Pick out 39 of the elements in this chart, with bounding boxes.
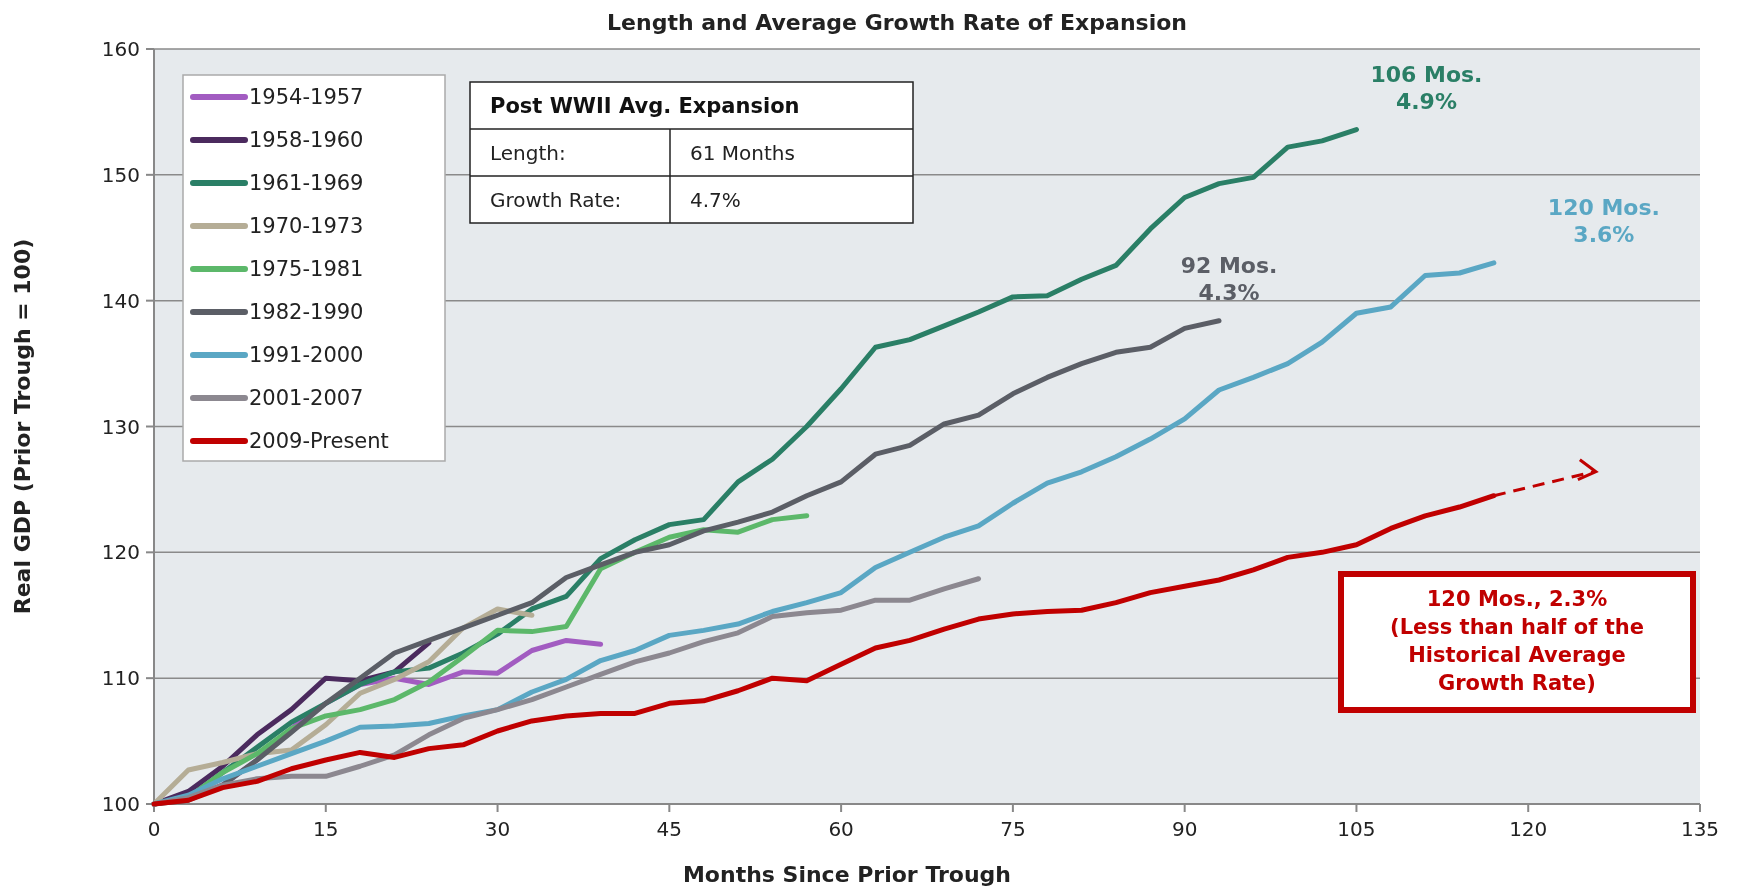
legend-label: 1982-1990: [249, 300, 364, 325]
annotation: 106 Mos. 4.9%: [1370, 61, 1483, 114]
annotation: Growth Rate:: [490, 188, 622, 212]
x-tick-label: 15: [313, 817, 339, 841]
legend-label: 1958-1960: [249, 128, 364, 153]
x-tick-label: 45: [656, 817, 683, 841]
note-box: 120 Mos., 2.3% (Less than half of the Historical Average Growth Rate): [1338, 571, 1696, 713]
annotation: 61 Months: [690, 141, 795, 165]
x-axis-title: Months Since Prior Trough: [682, 862, 1012, 887]
x-tick-label: 120: [1509, 817, 1548, 841]
x-tick-label: 135: [1680, 817, 1720, 841]
x-tick-label: 30: [484, 817, 511, 841]
x-tick-label: 75: [1000, 817, 1026, 841]
legend-label: 1975-1981: [249, 257, 364, 282]
annotation: 92 Mos. 4.3%: [1180, 252, 1278, 305]
y-tick-label: 110: [101, 666, 140, 691]
annotation: Length:: [490, 141, 566, 165]
annotation: Post WWII Avg. Expansion: [490, 94, 800, 118]
y-tick-label: 160: [101, 37, 140, 61]
y-tick-label: 150: [101, 162, 140, 187]
legend-label: 1991-2000: [249, 343, 364, 368]
x-tick-label: 90: [1171, 817, 1198, 841]
legend-label: 1954-1957: [249, 85, 364, 110]
y-tick-label: 130: [101, 414, 140, 439]
annotation: 120 Mos., 2.3% (Less than half of the Historical Average Growth Rate): [1390, 587, 1644, 695]
x-tick-label: 60: [828, 817, 854, 841]
y-axis-title: Real GDP (Prior Trough = 100): [10, 238, 35, 615]
y-tick-label: 140: [101, 288, 140, 313]
x-tick-label: 0: [147, 817, 161, 841]
legend-label: 1961-1969: [249, 171, 364, 196]
x-tick-label: 105: [1337, 817, 1376, 841]
annotation: 4.7%: [690, 188, 741, 212]
y-tick-label: 100: [101, 792, 140, 816]
legend-label: 2001-2007: [249, 386, 364, 411]
annotation: 120 Mos. 3.6%: [1547, 194, 1660, 247]
legend-label: 1970-1973: [249, 214, 364, 239]
legend-label: 2009-Present: [249, 429, 389, 454]
chart-title: Length and Average Growth Rate of Expansion: [607, 10, 1187, 35]
y-tick-label: 120: [101, 540, 140, 565]
